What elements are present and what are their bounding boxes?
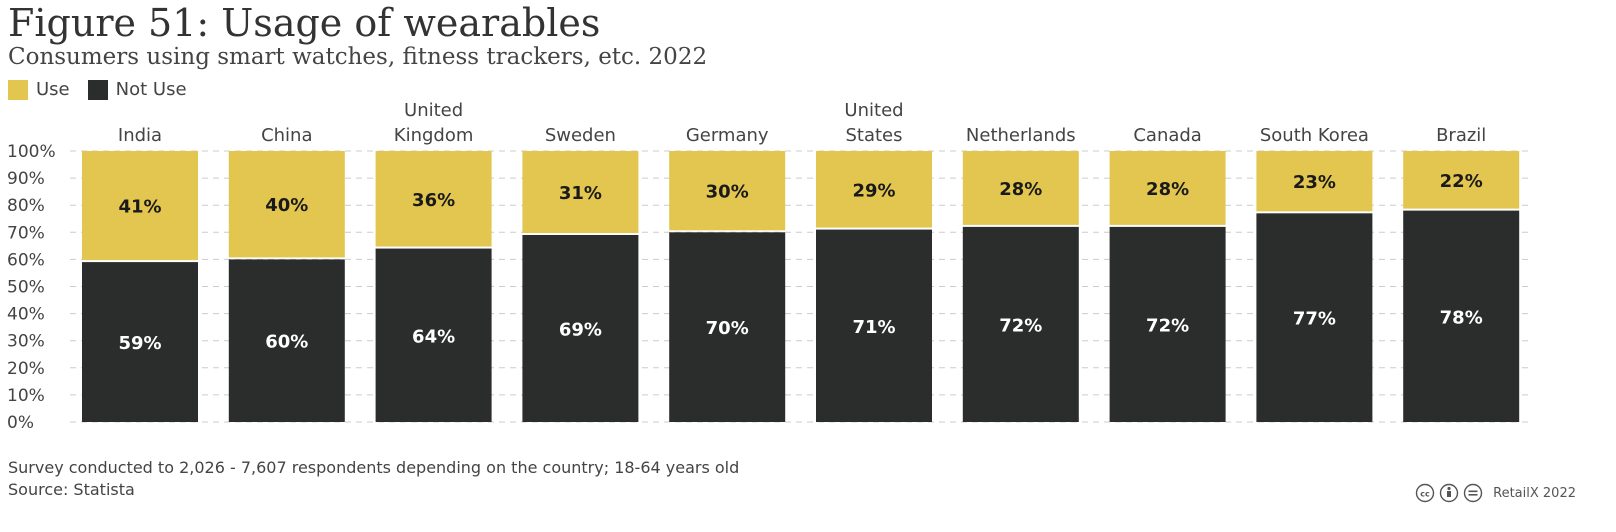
y-tick-label: 100% xyxy=(7,142,56,162)
data-label-use: 40% xyxy=(265,195,308,216)
bar-use xyxy=(669,151,786,231)
data-label-use: 22% xyxy=(1440,171,1483,192)
y-tick-label: 50% xyxy=(7,278,45,298)
svg-text:cc: cc xyxy=(1420,490,1430,499)
bar-not-use xyxy=(1403,210,1520,422)
y-tick-label: 10% xyxy=(7,386,45,406)
bar-not-use xyxy=(962,226,1079,422)
bar-use xyxy=(962,151,1079,225)
bar-not-use xyxy=(1256,213,1373,422)
legend-swatch-not-use xyxy=(87,79,108,100)
bar-use xyxy=(816,151,932,228)
y-tick-label: 60% xyxy=(7,250,45,270)
credit-text: RetailX 2022 xyxy=(1493,485,1576,501)
bar-not-use xyxy=(82,262,198,422)
category-label: Canada xyxy=(1133,125,1202,146)
legend-label-not-use: Not Use xyxy=(115,79,187,100)
data-label-not-use: 60% xyxy=(265,332,308,353)
data-label-use: 28% xyxy=(999,179,1042,200)
nd-icon xyxy=(1463,483,1483,503)
data-label-use: 31% xyxy=(559,183,602,204)
category-label: Sweden xyxy=(545,125,616,146)
y-tick-label: 40% xyxy=(7,305,45,325)
data-label-not-use: 70% xyxy=(706,318,749,339)
data-label-use: 41% xyxy=(118,197,161,218)
bar-use xyxy=(82,151,198,261)
data-label-use: 28% xyxy=(1146,179,1189,200)
category-label: Brazil xyxy=(1436,125,1486,146)
data-label-not-use: 69% xyxy=(559,320,602,341)
category-label: South Korea xyxy=(1260,125,1369,146)
data-label-not-use: 78% xyxy=(1440,307,1483,328)
chart-footnote: Survey conducted to 2,026 - 7,607 respon… xyxy=(8,458,740,477)
bar-not-use xyxy=(1109,226,1226,422)
category-label: United xyxy=(844,100,903,121)
bar-not-use xyxy=(228,259,345,422)
license-credit: cc RetailX 2022 xyxy=(1415,483,1576,503)
data-label-not-use: 72% xyxy=(999,315,1042,336)
y-tick-label: 20% xyxy=(7,359,45,379)
legend-label-use: Use xyxy=(36,79,70,100)
legend-item-not-use: Not Use xyxy=(87,79,187,100)
bar-use xyxy=(522,151,639,234)
legend-swatch-use xyxy=(8,79,28,100)
data-label-use: 36% xyxy=(412,190,455,211)
by-icon xyxy=(1439,483,1459,503)
data-label-not-use: 77% xyxy=(1293,309,1336,330)
data-label-not-use: 71% xyxy=(852,317,895,338)
y-tick-label: 70% xyxy=(7,223,45,243)
bar-not-use xyxy=(522,235,639,422)
bar-use xyxy=(1109,151,1226,225)
license-icons: cc xyxy=(1415,483,1483,503)
data-label-use: 29% xyxy=(852,180,895,201)
data-label-use: 23% xyxy=(1293,172,1336,193)
data-label-not-use: 64% xyxy=(412,326,455,347)
legend-item-use: Use xyxy=(8,79,70,100)
bar-use xyxy=(1403,151,1520,209)
data-label-not-use: 72% xyxy=(1146,315,1189,336)
chart-title: Figure 51: Usage of wearables xyxy=(8,1,601,45)
category-label: States xyxy=(845,125,902,146)
y-tick-label: 30% xyxy=(7,332,45,352)
chart-legend: Use Not Use xyxy=(8,79,205,100)
category-label: China xyxy=(261,125,312,146)
bar-use xyxy=(375,151,492,247)
category-label: Netherlands xyxy=(966,125,1076,146)
chart-subtitle: Consumers using smart watches, fitness t… xyxy=(8,44,708,70)
data-label-use: 30% xyxy=(706,182,749,203)
category-label: Kingdom xyxy=(394,125,474,146)
category-label: India xyxy=(118,125,162,146)
bar-use xyxy=(1256,151,1373,212)
stacked-bar-chart: 0% 10% 20% 30% 40% 50% 60% 70% 80% 90% 100% 59% 41% I… xyxy=(7,100,1530,433)
y-tick-label: 90% xyxy=(7,169,45,189)
chart-source: Source: Statista xyxy=(8,480,135,499)
y-tick-label: 0% xyxy=(7,413,34,433)
bar-not-use xyxy=(816,229,932,422)
bar-not-use xyxy=(669,232,786,422)
bar-use xyxy=(228,151,345,258)
data-label-not-use: 59% xyxy=(118,333,161,354)
cc-icon: cc xyxy=(1415,483,1435,503)
bar-not-use xyxy=(375,248,492,422)
category-label: Germany xyxy=(686,125,769,146)
y-tick-label: 80% xyxy=(7,196,45,216)
category-label: United xyxy=(404,100,463,121)
